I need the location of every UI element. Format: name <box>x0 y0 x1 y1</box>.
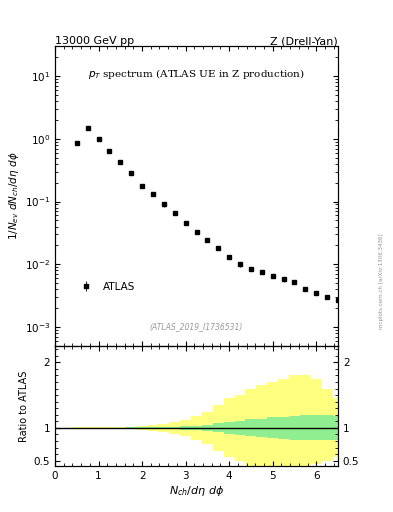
Y-axis label: $1/N_{ev}$ $dN_{ch}/d\eta$ $d\phi$: $1/N_{ev}$ $dN_{ch}/d\eta$ $d\phi$ <box>7 152 20 240</box>
X-axis label: $N_{ch}/d\eta$ $d\phi$: $N_{ch}/d\eta$ $d\phi$ <box>169 483 224 498</box>
Text: $p_T$ spectrum (ATLAS UE in Z production): $p_T$ spectrum (ATLAS UE in Z production… <box>88 67 305 81</box>
Text: Z (Drell-Yan): Z (Drell-Yan) <box>270 36 338 46</box>
Legend: ATLAS: ATLAS <box>74 278 139 296</box>
Text: (ATLAS_2019_I1736531): (ATLAS_2019_I1736531) <box>150 322 243 331</box>
Y-axis label: Ratio to ATLAS: Ratio to ATLAS <box>20 370 29 442</box>
Text: mcplots.cern.ch [arXiv:1306.3436]: mcplots.cern.ch [arXiv:1306.3436] <box>379 234 384 329</box>
Text: 13000 GeV pp: 13000 GeV pp <box>55 36 134 46</box>
